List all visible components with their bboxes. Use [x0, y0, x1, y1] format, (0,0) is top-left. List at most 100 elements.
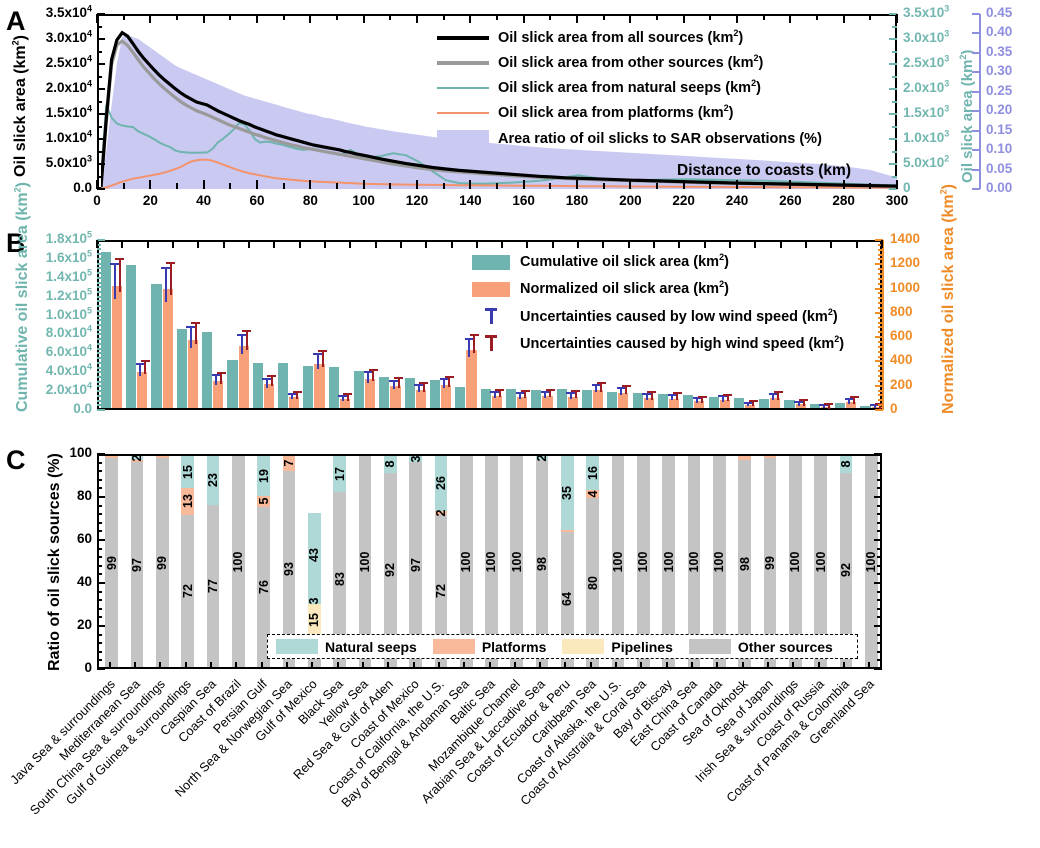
errorbar-low-stem	[544, 391, 547, 398]
panel-c-ytick-minor-8	[97, 599, 102, 602]
xtick-8	[522, 180, 525, 189]
segment-platforms	[763, 456, 777, 459]
panel-b-ytick-right-minor-6	[878, 379, 882, 382]
errorbar-high-wind	[394, 377, 403, 389]
panel-c-ytick-minor-6	[97, 616, 102, 619]
legend-swatch-platforms	[432, 639, 475, 654]
segment-seeps	[181, 456, 194, 488]
panel-b-ytick-right-minor-26	[878, 282, 882, 285]
errorbar-low-cap	[313, 353, 323, 356]
errorbar-high-stem	[752, 399, 755, 407]
errorbar-low-wind	[870, 403, 880, 410]
xtick-top-minor-27	[816, 14, 818, 20]
panel-a-legend-label-all-sources: Oil slick area from all sources (km2)	[498, 28, 744, 46]
bar-value-label: 17	[332, 466, 347, 481]
errorbar-low-wind	[794, 400, 804, 408]
errorbar-low-stem	[772, 394, 775, 400]
ytick-left-7	[97, 13, 105, 15]
panel-b-ytick-right-minor-4	[878, 389, 882, 392]
bar-value-label: 43	[307, 548, 322, 563]
errorbar-high-cap	[292, 390, 302, 393]
panel-c-xtick-20	[615, 662, 618, 669]
segment-seeps	[307, 512, 321, 604]
ytick-right1-minor-7	[892, 100, 897, 103]
errorbar-high-stem	[245, 329, 248, 351]
ytick-label-right1-6: 3.0x103	[903, 28, 950, 45]
panel-b-ytick-label-left-4: 8.0x104	[45, 323, 92, 341]
errorbar-low-cap	[490, 390, 500, 393]
ytick-label-right1-3: 1.5x103	[903, 103, 950, 120]
errorbar-high-cap	[444, 375, 454, 378]
panel-b-ytick-right-minor-1	[878, 404, 882, 407]
panel-b: 0.0 2.0x104 4.0x104 6.0x104 8.0x104 1.0x105 1.…	[0, 182, 1040, 433]
panel-c-xtick-3	[184, 662, 187, 669]
panel-b-ytick-right-minor-23	[878, 297, 882, 300]
ytick-label-right2-7: 0.35	[986, 43, 1013, 59]
xtick-top-4	[309, 14, 312, 23]
panel-c-legend-item-pipelines: Pipelines	[562, 638, 673, 655]
panel-b-xtick-top-24	[703, 240, 706, 248]
panel-c-legend-label-pipelines: Pipelines	[611, 638, 673, 655]
bar-value-label: 16	[585, 465, 600, 480]
series-3	[101, 158, 897, 189]
panel-c-ytick-right-minor-17	[877, 521, 882, 524]
errorbar-low-stem	[417, 384, 420, 393]
panel-b-xtick-top-2	[146, 240, 149, 248]
bar-value-label: 15	[180, 464, 195, 479]
errorbar-low-cap	[566, 391, 576, 394]
errorbar-low-stem	[519, 392, 522, 399]
bar-normalized	[390, 386, 401, 408]
errorbar-low-cap	[287, 392, 297, 395]
errorbar-low-stem	[569, 392, 572, 399]
panel-c-plot-area: 9997299721315772310076519937391534383171…	[97, 454, 882, 669]
bar-cumulative	[429, 380, 441, 408]
ytick-left-minor-1	[97, 175, 102, 178]
errorbar-high-wind	[773, 391, 783, 400]
bar-normalized	[238, 346, 249, 408]
bar-value-label: 7	[281, 459, 296, 467]
panel-c-xtick-12	[412, 662, 415, 669]
errorbar-low-cap	[363, 371, 373, 374]
bar-normalized	[744, 405, 756, 408]
errorbar-low-wind	[642, 392, 652, 402]
xtick-label-4: 80	[302, 193, 318, 208]
xtick-4	[309, 180, 312, 189]
errorbar-high-cap	[115, 257, 125, 260]
errorbar-low-wind	[566, 391, 576, 401]
panel-b-ytick-right-minor-16	[878, 331, 882, 334]
xtick-7	[469, 180, 472, 189]
errorbar-high-stem	[524, 389, 527, 399]
bar-normalized	[111, 285, 123, 408]
panel-b-xtick-top-8	[298, 240, 301, 248]
errorbar-high-cap	[140, 360, 150, 363]
errorbar-high-stem	[296, 390, 299, 399]
errorbar-high-wind	[495, 388, 505, 398]
panel-b-ytick-left-6	[97, 295, 105, 298]
errorbar-high-cap	[520, 389, 530, 392]
panel-c-xtick-19	[589, 662, 592, 669]
errorbar-low-wind	[389, 379, 398, 392]
panel-c-bar: 99	[105, 456, 119, 667]
xtick-top-12	[736, 14, 738, 23]
errorbar-low-cap	[642, 393, 652, 396]
segment-other	[611, 456, 625, 667]
bar-cumulative	[784, 400, 795, 408]
bar-value-label: 92	[839, 562, 853, 577]
panel-b-ytick-label-left-7: 1.4x105	[45, 267, 92, 284]
xtick-label-15: 300	[885, 193, 909, 208]
bar-value-label: 98	[535, 556, 550, 571]
panel-a-ylabel-left: Oil slick area (km2)	[10, 35, 29, 177]
panel-c-ytick-right-minor-11	[877, 573, 882, 576]
errorbar-high-wind	[216, 371, 226, 384]
segment-pipelines	[307, 603, 321, 636]
panel-c-ytick-label-0: 0	[84, 660, 92, 675]
xtick-top-minor-19	[602, 14, 605, 20]
bar-normalized	[365, 378, 376, 408]
ytick-label-right2-2: 0.10	[986, 141, 1013, 157]
panel-c-bar: 97 2	[130, 455, 144, 667]
segment-seeps	[257, 456, 270, 497]
panel-b-ytick-right-minor-34	[878, 243, 882, 246]
panel-a-legend-label-area-ratio: Area ratio of oil slicks to SAR observat…	[498, 130, 822, 147]
bar-normalized	[491, 395, 502, 408]
errorbar-high-wind	[824, 402, 834, 409]
